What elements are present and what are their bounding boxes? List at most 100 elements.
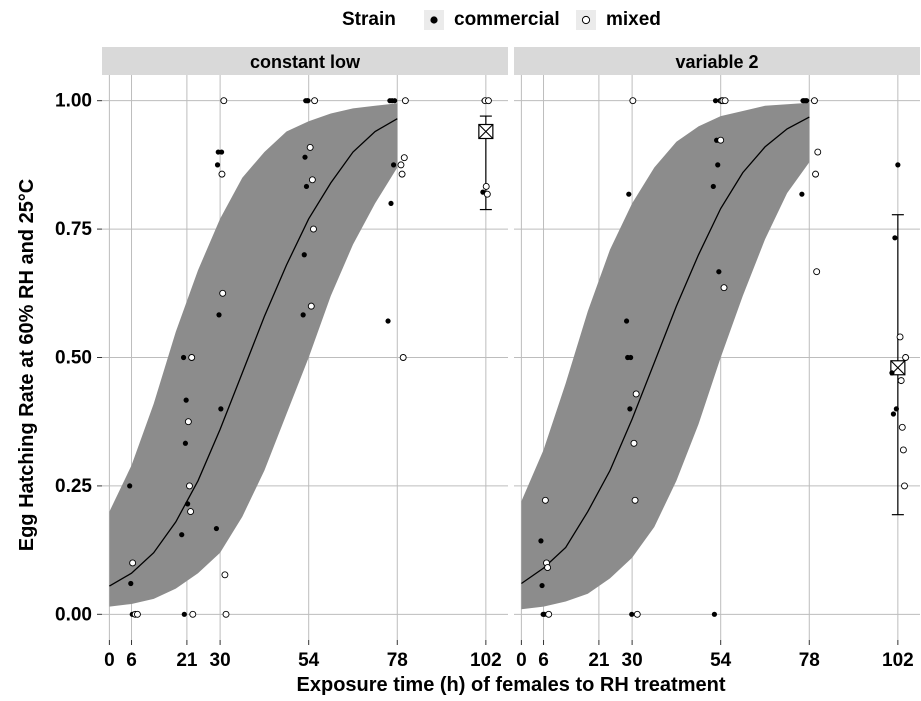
point-mixed	[221, 571, 229, 579]
point-commercial	[804, 98, 810, 104]
point-mixed	[133, 610, 141, 618]
point-commercial	[127, 483, 133, 489]
point-commercial	[716, 269, 722, 275]
point-commercial	[218, 149, 225, 155]
point-mixed	[399, 354, 407, 361]
panel-constant-low: constant low 0 6 21 30 54 78 102	[102, 47, 508, 671]
point-mixed	[901, 482, 908, 490]
y-tick-label: 0.00	[55, 604, 92, 625]
point-mixed	[633, 610, 641, 618]
point-commercial	[180, 354, 187, 361]
x-tick-label: 78	[387, 650, 408, 671]
legend-key-commercial	[424, 10, 444, 30]
x-tick-label: 54	[710, 650, 732, 671]
point-commercial	[185, 501, 191, 507]
legend: Strain commercial mixed	[342, 9, 661, 30]
x-tick-label: 6	[538, 650, 549, 671]
point-mixed	[812, 170, 819, 178]
point-mixed	[813, 268, 821, 276]
point-mixed	[401, 97, 409, 105]
panel-constant-low-points	[127, 97, 492, 618]
point-mixed	[810, 97, 818, 105]
point-mixed	[541, 496, 549, 504]
point-mixed	[397, 161, 405, 169]
point-mixed	[189, 610, 197, 618]
point-mixed	[720, 284, 728, 292]
point-commercial	[182, 440, 189, 446]
point-mixed	[218, 170, 226, 178]
point-commercial	[183, 397, 189, 403]
point-commercial	[300, 312, 306, 318]
point-mixed	[308, 176, 316, 184]
panel-variable-2-fit-line	[521, 116, 810, 585]
point-commercial	[895, 162, 901, 168]
point-mixed	[400, 154, 408, 162]
point-mixed	[311, 97, 319, 105]
point-mixed	[814, 148, 822, 156]
point-mixed	[222, 610, 230, 618]
point-commercial	[179, 532, 185, 538]
point-commercial	[181, 611, 187, 617]
point-mixed	[898, 423, 906, 431]
x-tick-label: 78	[799, 650, 820, 671]
point-mixed	[899, 446, 907, 454]
point-commercial	[711, 611, 718, 617]
point-commercial	[303, 183, 310, 190]
mean-marker-cross	[478, 124, 494, 139]
point-commercial	[218, 406, 224, 412]
x-tick-label: 30	[210, 650, 231, 671]
point-mixed	[188, 354, 196, 361]
point-mixed	[184, 418, 192, 426]
point-mixed	[629, 97, 637, 105]
point-commercial	[214, 162, 221, 168]
y-tick-label: 0.50	[55, 348, 92, 369]
point-commercial	[385, 318, 391, 324]
strip-variable-2-label: variable 2	[675, 52, 758, 72]
panel-constant-low-x-ticks: 0 6 21 30 54 78 102	[104, 640, 502, 671]
point-commercial	[889, 370, 895, 376]
point-commercial	[388, 200, 394, 207]
point-mixed	[631, 496, 639, 504]
point-commercial	[539, 582, 545, 589]
point-mixed	[721, 97, 729, 105]
point-mixed	[306, 143, 314, 151]
x-tick-label: 21	[588, 650, 610, 671]
panel-variable-2-ribbon	[521, 102, 810, 610]
point-mixed	[187, 508, 195, 516]
y-axis-label: Egg Hatching Rate at 60% RH and 25°C	[16, 179, 38, 552]
panel-variable-2-points	[538, 97, 910, 618]
point-commercial	[626, 191, 632, 197]
strip-variable-2-bg	[514, 47, 920, 75]
x-axis-label: Exposure time (h) of females to RH treat…	[297, 674, 726, 696]
y-tick-label: 0.25	[55, 476, 92, 497]
point-commercial	[392, 98, 398, 104]
point-mixed	[902, 354, 910, 361]
y-tick-label: 0.75	[55, 219, 92, 240]
point-mixed	[897, 377, 905, 385]
point-mixed	[219, 289, 227, 297]
point-mixed	[220, 97, 228, 105]
point-mixed	[307, 302, 315, 310]
legend-label-commercial: commercial	[454, 9, 560, 30]
point-mixed	[632, 390, 640, 398]
x-tick-label: 21	[176, 650, 198, 671]
point-commercial	[390, 162, 397, 168]
x-tick-label: 102	[470, 650, 502, 671]
x-tick-label: 30	[622, 650, 643, 671]
legend-title: Strain	[342, 9, 396, 30]
legend-label-mixed: mixed	[606, 9, 661, 30]
point-commercial	[799, 191, 805, 197]
x-tick-label: 6	[126, 650, 137, 671]
point-mixed	[398, 170, 406, 178]
point-mixed	[482, 183, 490, 190]
point-mixed	[129, 559, 137, 567]
x-tick-label: 0	[104, 650, 115, 671]
x-tick-label: 102	[882, 650, 914, 671]
point-commercial	[128, 580, 134, 587]
point-commercial	[710, 183, 716, 190]
point-mixed	[310, 225, 317, 233]
panel-constant-low-fit-line	[109, 118, 398, 587]
strip-constant-low-bg	[102, 47, 508, 75]
point-mixed	[896, 333, 904, 341]
